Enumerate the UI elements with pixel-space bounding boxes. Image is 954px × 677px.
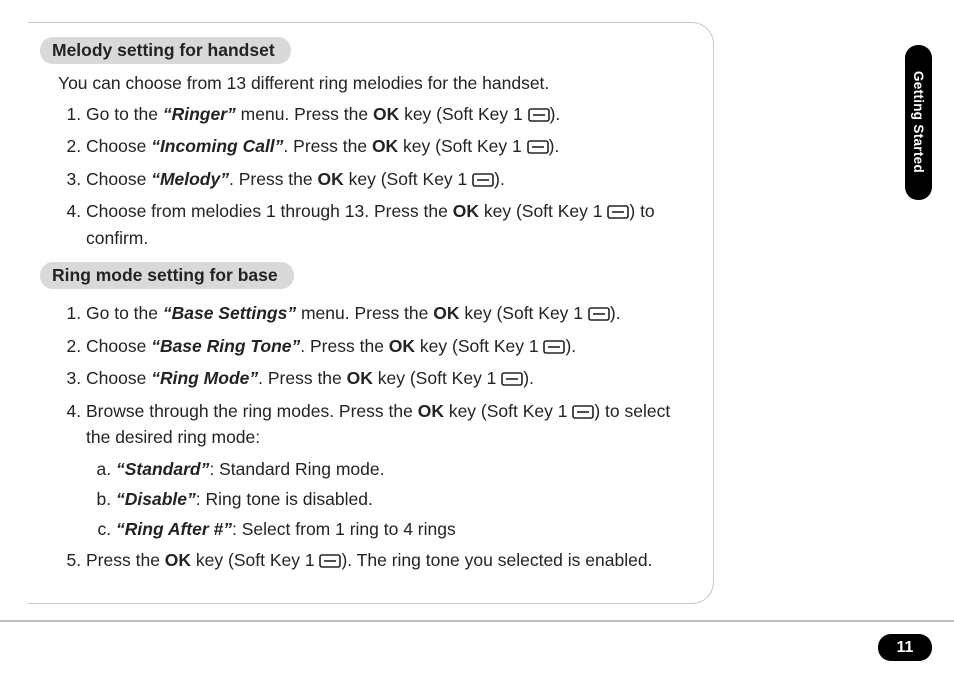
text: key (Soft Key 1 <box>444 401 572 421</box>
text: . Press the <box>258 368 347 388</box>
text: Go to the <box>86 303 163 323</box>
section-heading-ringmode: Ring mode setting for base <box>40 262 294 289</box>
softkey-icon <box>588 303 610 328</box>
text: : Select from 1 ring to 4 rings <box>232 519 456 539</box>
softkey-icon <box>543 336 565 361</box>
text: ). <box>565 336 576 356</box>
menu-name: “Ring Mode” <box>151 368 258 388</box>
melody-step-3: Choose “Melody”. Press the OK key (Soft … <box>86 167 683 194</box>
text: key (Soft Key 1 <box>344 169 472 189</box>
text: key (Soft Key 1 <box>460 303 588 323</box>
menu-name: “Base Settings” <box>163 303 296 323</box>
ok-key: OK <box>165 550 191 570</box>
melody-steps-list: Go to the “Ringer” menu. Press the OK ke… <box>58 102 683 251</box>
ringmode-step-3: Choose “Ring Mode”. Press the OK key (So… <box>86 366 683 393</box>
ringmode-sub-a: “Standard”: Standard Ring mode. <box>116 456 683 482</box>
section-heading-melody: Melody setting for handset <box>40 37 291 64</box>
softkey-icon <box>528 104 550 129</box>
melody-lead-text: You can choose from 13 different ring me… <box>58 72 683 96</box>
ringmode-steps-list: Go to the “Base Settings” menu. Press th… <box>58 301 683 575</box>
ok-key: OK <box>453 201 479 221</box>
melody-step-1: Go to the “Ringer” menu. Press the OK ke… <box>86 102 683 129</box>
page-number-badge: 11 <box>878 634 932 661</box>
text: key (Soft Key 1 <box>373 368 501 388</box>
menu-name: “Ringer” <box>163 104 236 124</box>
text: : Ring tone is disabled. <box>196 489 373 509</box>
softkey-icon <box>501 368 523 393</box>
melody-step-2: Choose “Incoming Call”. Press the OK key… <box>86 134 683 161</box>
ok-key: OK <box>433 303 459 323</box>
text: ). <box>549 136 560 156</box>
text: key (Soft Key 1 <box>479 201 607 221</box>
menu-name: “Incoming Call” <box>151 136 283 156</box>
text: key (Soft Key 1 <box>191 550 319 570</box>
text: ). <box>494 169 505 189</box>
text: : Standard Ring mode. <box>209 459 384 479</box>
ok-key: OK <box>347 368 373 388</box>
text: Choose <box>86 336 151 356</box>
text: menu. Press the <box>236 104 373 124</box>
text: . Press the <box>283 136 372 156</box>
text: Press the <box>86 550 165 570</box>
melody-step-4: Choose from melodies 1 through 13. Press… <box>86 199 683 250</box>
ringmode-step-5: Press the OK key (Soft Key 1 ). The ring… <box>86 548 683 575</box>
text: Go to the <box>86 104 163 124</box>
footer-divider <box>0 620 954 622</box>
ringmode-step-1: Go to the “Base Settings” menu. Press th… <box>86 301 683 328</box>
ok-key: OK <box>418 401 444 421</box>
text: Choose <box>86 136 151 156</box>
ok-key: OK <box>318 169 344 189</box>
page-number: 11 <box>897 639 914 657</box>
content-panel: Melody setting for handset You can choos… <box>28 22 714 604</box>
text: menu. Press the <box>296 303 433 323</box>
ringmode-step-2: Choose “Base Ring Tone”. Press the OK ke… <box>86 334 683 361</box>
menu-name: “Melody” <box>151 169 229 189</box>
text: . Press the <box>229 169 318 189</box>
text: ). The ring tone you selected is enabled… <box>341 550 652 570</box>
ringmode-sublist: “Standard”: Standard Ring mode. “Disable… <box>86 456 683 543</box>
menu-name: “Standard” <box>116 459 209 479</box>
text: . Press the <box>300 336 389 356</box>
ringmode-step-4: Browse through the ring modes. Press the… <box>86 399 683 543</box>
softkey-icon <box>527 136 549 161</box>
text: Choose <box>86 169 151 189</box>
text: Choose <box>86 368 151 388</box>
softkey-icon <box>319 550 341 575</box>
ringmode-sub-b: “Disable”: Ring tone is disabled. <box>116 486 683 512</box>
text: Browse through the ring modes. Press the <box>86 401 418 421</box>
manual-page: Melody setting for handset You can choos… <box>0 0 954 677</box>
text: ). <box>550 104 561 124</box>
text: key (Soft Key 1 <box>398 136 526 156</box>
text: key (Soft Key 1 <box>399 104 527 124</box>
menu-name: “Ring After #” <box>116 519 232 539</box>
section-tab: Getting Started <box>905 45 932 200</box>
softkey-icon <box>607 201 629 226</box>
text: Choose from melodies 1 through 13. Press… <box>86 201 453 221</box>
ok-key: OK <box>373 104 399 124</box>
ok-key: OK <box>372 136 398 156</box>
softkey-icon <box>572 401 594 426</box>
menu-name: “Base Ring Tone” <box>151 336 300 356</box>
text: ). <box>610 303 621 323</box>
text: key (Soft Key 1 <box>415 336 543 356</box>
menu-name: “Disable” <box>116 489 196 509</box>
ringmode-sub-c: “Ring After #”: Select from 1 ring to 4 … <box>116 516 683 542</box>
ok-key: OK <box>389 336 415 356</box>
softkey-icon <box>472 169 494 194</box>
section-tab-label: Getting Started <box>911 71 926 173</box>
text: ). <box>523 368 534 388</box>
